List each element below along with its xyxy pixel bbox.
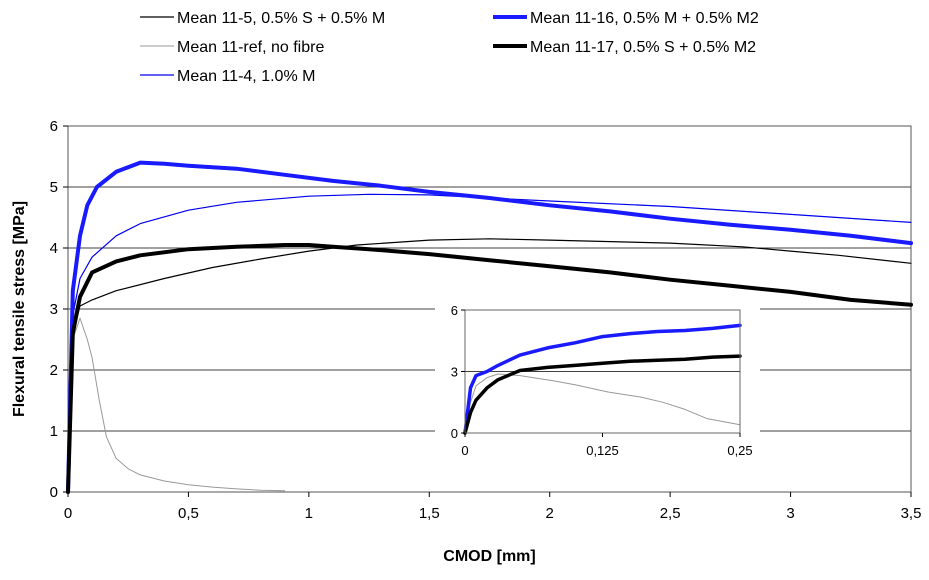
x-axis-ticks: 0 0,5 1 1,5 2 2,5 3 3,5 bbox=[64, 492, 922, 522]
legend-item-mean-11-4-1-0-m: Mean 11-4, 1.0% M bbox=[140, 68, 315, 85]
y-axis-ticks: 0 1 2 3 4 5 6 bbox=[50, 118, 68, 501]
y-tick-label-3: 3 bbox=[50, 301, 58, 318]
main-series-group bbox=[66, 160, 913, 494]
x-tick-label-5: 2,5 bbox=[660, 505, 681, 522]
inset-x-tick-label-1: 0,125 bbox=[586, 443, 619, 458]
legend: Mean 11-5, 0.5% S + 0.5% M Mean 11-ref, n… bbox=[140, 10, 759, 85]
legend-label-mean-11-17-0-5-s-0-5-m2: Mean 11-17, 0.5% S + 0.5% M2 bbox=[530, 39, 756, 56]
x-axis-title: CMOD [mm] bbox=[443, 548, 535, 565]
y-tick-label-2: 2 bbox=[50, 362, 58, 379]
y-tick-label-5: 5 bbox=[50, 179, 58, 196]
inset-x-tick-label-2: 0,25 bbox=[727, 443, 752, 458]
inset-series-group bbox=[463, 323, 742, 435]
legend-item-mean-11-ref-no-fibre: Mean 11-ref, no fibre bbox=[140, 39, 324, 56]
x-tick-label-3: 1,5 bbox=[419, 505, 440, 522]
legend-item-mean-11-5-0-5-s-0-5-m: Mean 11-5, 0.5% S + 0.5% M bbox=[140, 10, 385, 27]
inset-y-tick-label-0: 0 bbox=[451, 426, 458, 441]
inset-y-tick-label-2: 6 bbox=[451, 303, 458, 318]
legend-label-mean-11-ref-no-fibre: Mean 11-ref, no fibre bbox=[177, 39, 324, 56]
inset-chart: 0 0,125 0,25 0 3 6 bbox=[435, 300, 760, 461]
x-tick-label-1: 0,5 bbox=[178, 505, 199, 522]
x-tick-label-2: 1 bbox=[305, 505, 313, 522]
y-tick-label-6: 6 bbox=[50, 118, 58, 135]
x-tick-label-7: 3,5 bbox=[901, 505, 922, 522]
inset-x-tick-label-0: 0 bbox=[461, 443, 468, 458]
series-line-mean-11-ref-no-fibre bbox=[67, 317, 286, 493]
inset-series-line-mean-11-ref-no-fibre bbox=[464, 373, 741, 434]
series-line-mean-11-4-1-0-m bbox=[67, 193, 912, 493]
inset-series-line-mean-11-16-0-5-m-0-5-m2 bbox=[463, 323, 742, 435]
legend-label-mean-11-16-0-5-m-0-5-m2: Mean 11-16, 0.5% M + 0.5% M2 bbox=[530, 10, 759, 27]
x-tick-label-4: 2 bbox=[546, 505, 554, 522]
series-line-mean-11-17-0-5-s-0-5-m2 bbox=[66, 243, 913, 494]
y-axis-title: Flexural tensile stress [MPa] bbox=[11, 201, 28, 417]
legend-item-mean-11-17-0-5-s-0-5-m2: Mean 11-17, 0.5% S + 0.5% M2 bbox=[493, 39, 756, 56]
y-tick-label-0: 0 bbox=[50, 484, 58, 501]
series-line-mean-11-16-0-5-m-0-5-m2 bbox=[66, 160, 913, 494]
inset-y-axis-ticks: 0 3 6 bbox=[451, 303, 465, 441]
y-tick-label-4: 4 bbox=[50, 240, 58, 257]
inset-x-axis-ticks: 0 0,125 0,25 bbox=[461, 433, 753, 458]
legend-label-mean-11-4-1-0-m: Mean 11-4, 1.0% M bbox=[177, 68, 315, 85]
legend-label-mean-11-5-0-5-s-0-5-m: Mean 11-5, 0.5% S + 0.5% M bbox=[177, 10, 385, 27]
x-tick-label-6: 3 bbox=[786, 505, 794, 522]
inset-background bbox=[435, 300, 760, 461]
x-tick-label-0: 0 bbox=[64, 505, 72, 522]
y-tick-label-1: 1 bbox=[50, 423, 58, 440]
legend-item-mean-11-16-0-5-m-0-5-m2: Mean 11-16, 0.5% M + 0.5% M2 bbox=[493, 10, 759, 27]
inset-y-tick-label-1: 3 bbox=[451, 365, 458, 380]
inset-series-line-mean-11-17-0-5-s-0-5-m2 bbox=[463, 354, 742, 435]
